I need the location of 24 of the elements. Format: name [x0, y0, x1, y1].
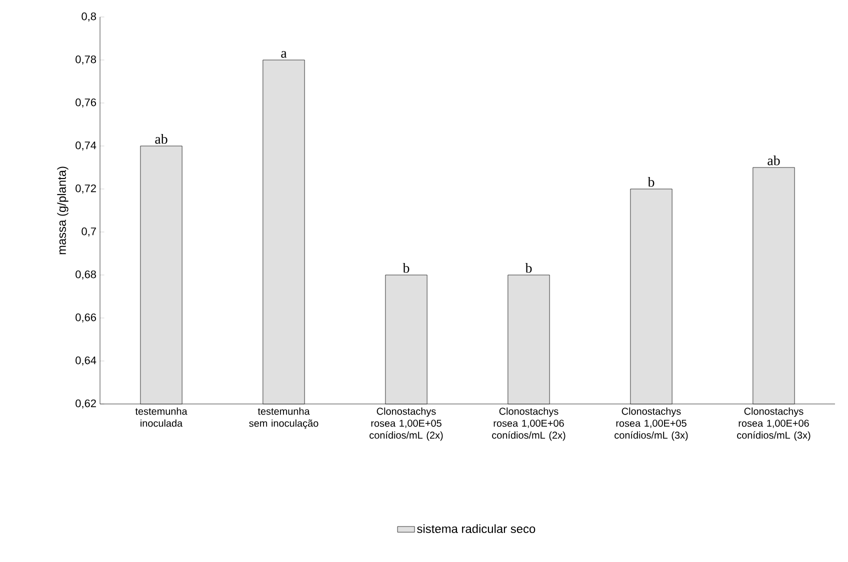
- y-tick-label: 0,64: [76, 356, 96, 366]
- y-tick-label: 0,68: [76, 270, 96, 280]
- y-tick-label: 0,7: [82, 227, 96, 237]
- legend-label: sistema radicular seco: [417, 524, 536, 534]
- y-axis-title: massa (g/planta): [57, 166, 68, 254]
- annotation: b: [648, 176, 654, 187]
- y-tick-label: 0,66: [76, 313, 96, 323]
- x-tick-label: Clonostachys rosea 1,00E+06 conídios/mL (3x): [737, 408, 810, 441]
- x-tick-label: Clonostachys rosea 1,00E+05 conídios/mL (3x): [614, 408, 688, 441]
- x-tick-label: Clonostachys rosea 1,00E+06 conídios/mL (2x): [492, 408, 566, 441]
- y-tick-label: 0,78: [76, 55, 96, 65]
- x-tick-label: testemunha inoculada: [135, 408, 188, 427]
- annotation: a: [281, 51, 287, 58]
- annotation: ab: [768, 155, 780, 166]
- x-tick-label: testemunha sem inoculação: [249, 408, 318, 429]
- y-tick-label: 0,74: [76, 141, 96, 151]
- annotation: b: [402, 262, 410, 273]
- y-tick-label: 0,8: [82, 12, 96, 22]
- annotation: b: [525, 262, 532, 273]
- y-tick-label: 0,72: [76, 184, 96, 194]
- annotation: ab: [155, 134, 168, 144]
- x-tick-label: Clonostachys rosea 1,00E+05 conídios/mL (2x): [370, 408, 443, 441]
- y-tick-label: 0,62: [76, 399, 96, 409]
- y-tick-label: 0,76: [76, 98, 96, 108]
